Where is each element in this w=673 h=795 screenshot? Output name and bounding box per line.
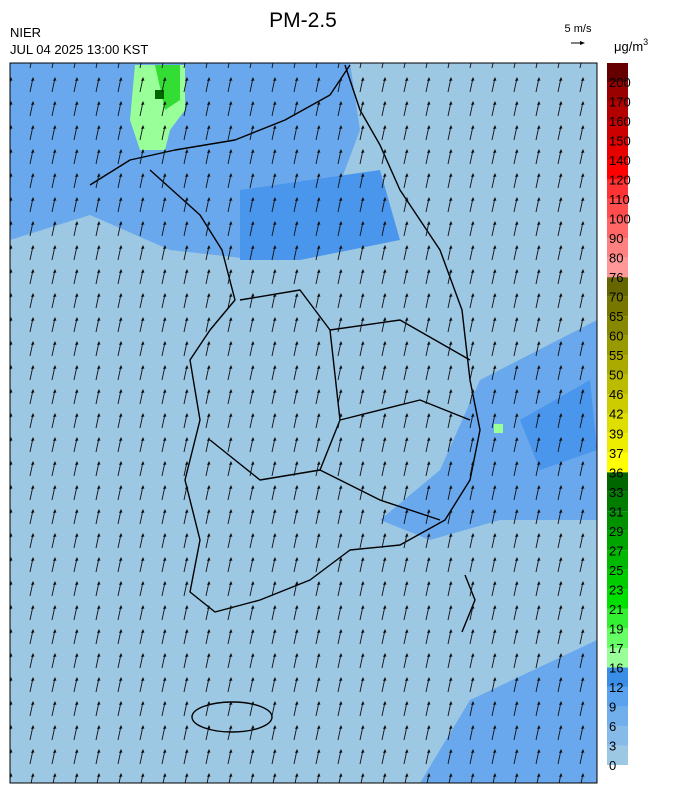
- agency: NIER: [10, 25, 41, 40]
- color-segment: [607, 63, 628, 82]
- colorbar: 0369121617192123252729313336373942465055…: [607, 63, 631, 773]
- colorbar-label: 0: [609, 758, 616, 773]
- colorbar-label: 25: [609, 563, 623, 578]
- colorbar-label: 76: [609, 270, 623, 285]
- colorbar-label: 19: [609, 621, 623, 636]
- colorbar-label: 6: [609, 719, 616, 734]
- colorbar-label: 55: [609, 348, 623, 363]
- colorbar-label: 9: [609, 699, 616, 714]
- color-segment: [607, 667, 628, 687]
- wind-scale-label: 5 m/s: [565, 23, 592, 35]
- colorbar-label: 27: [609, 543, 623, 558]
- color-segment: [607, 316, 628, 336]
- color-segment: [607, 179, 628, 200]
- color-segment: [607, 82, 628, 102]
- color-segment: [607, 140, 628, 161]
- color-segment: [607, 628, 628, 648]
- colorbar-label: 150: [609, 134, 631, 149]
- unit-superscript: 3: [643, 37, 648, 47]
- colorbar-label: 160: [609, 114, 631, 129]
- colorbar-label: 21: [609, 602, 623, 617]
- color-segment: [607, 296, 628, 317]
- colorbar-label: 37: [609, 446, 623, 461]
- color-segment: [607, 530, 628, 551]
- colorbar-label: 65: [609, 309, 623, 324]
- color-segment: [607, 706, 628, 726]
- color-segment: [607, 550, 628, 570]
- colorbar-label: 170: [609, 95, 631, 110]
- color-segment: [607, 452, 628, 473]
- colorbar-label: 50: [609, 368, 623, 383]
- color-segment: [607, 101, 628, 122]
- colorbar-label: 120: [609, 173, 631, 188]
- color-segment: [607, 413, 628, 434]
- color-segment: [607, 725, 628, 746]
- colorbar-label: 17: [609, 641, 623, 656]
- color-segment: [607, 257, 628, 278]
- colorbar-label: 70: [609, 290, 623, 305]
- color-segment: [607, 472, 628, 492]
- colorbar-label: 100: [609, 212, 631, 227]
- color-segment: [607, 608, 628, 629]
- color-segment: [607, 355, 628, 375]
- colorbar-label: 23: [609, 582, 623, 597]
- color-segment: [607, 511, 628, 531]
- color-segment: [607, 199, 628, 219]
- colorbar-label: 33: [609, 485, 623, 500]
- colorbar-label: 31: [609, 504, 623, 519]
- color-segment: [607, 589, 628, 609]
- colorbar-label: 16: [609, 660, 623, 675]
- unit: μg/m: [614, 39, 643, 54]
- colorbar-label: 42: [609, 407, 623, 422]
- color-segment: [607, 647, 628, 668]
- unit-label: μg/m3: [614, 37, 648, 54]
- colorbar-label: 39: [609, 426, 623, 441]
- color-segment: [607, 745, 628, 765]
- colorbar-label: 36: [609, 465, 623, 480]
- timestamp: JUL 04 2025 13:00 KST: [10, 42, 148, 57]
- color-segment: [607, 218, 628, 239]
- title: PM-2.5: [269, 9, 337, 32]
- colorbar-label: 90: [609, 231, 623, 246]
- wind-scale-arrow: [571, 41, 585, 45]
- color-segment: [607, 277, 628, 297]
- colorbar-label: 200: [609, 75, 631, 90]
- color-segment: [607, 569, 628, 590]
- map: [9, 62, 598, 784]
- colorbar-label: 60: [609, 329, 623, 344]
- colorbar-label: 140: [609, 153, 631, 168]
- color-segment: [607, 121, 628, 141]
- colorbar-label: 12: [609, 680, 623, 695]
- colorbar-label: 46: [609, 387, 623, 402]
- colorbar-label: 80: [609, 251, 623, 266]
- color-segment: [607, 394, 628, 414]
- colorbar-label: 3: [609, 738, 616, 753]
- colorbar-label: 110: [609, 192, 630, 207]
- color-segment: [607, 433, 628, 453]
- color-segment: [607, 160, 628, 180]
- colorbar-label: 29: [609, 524, 623, 539]
- color-segment: [607, 238, 628, 258]
- color-segment: [607, 491, 628, 512]
- color-segment: [607, 374, 628, 395]
- color-segment: [607, 335, 628, 356]
- color-segment: [607, 686, 628, 707]
